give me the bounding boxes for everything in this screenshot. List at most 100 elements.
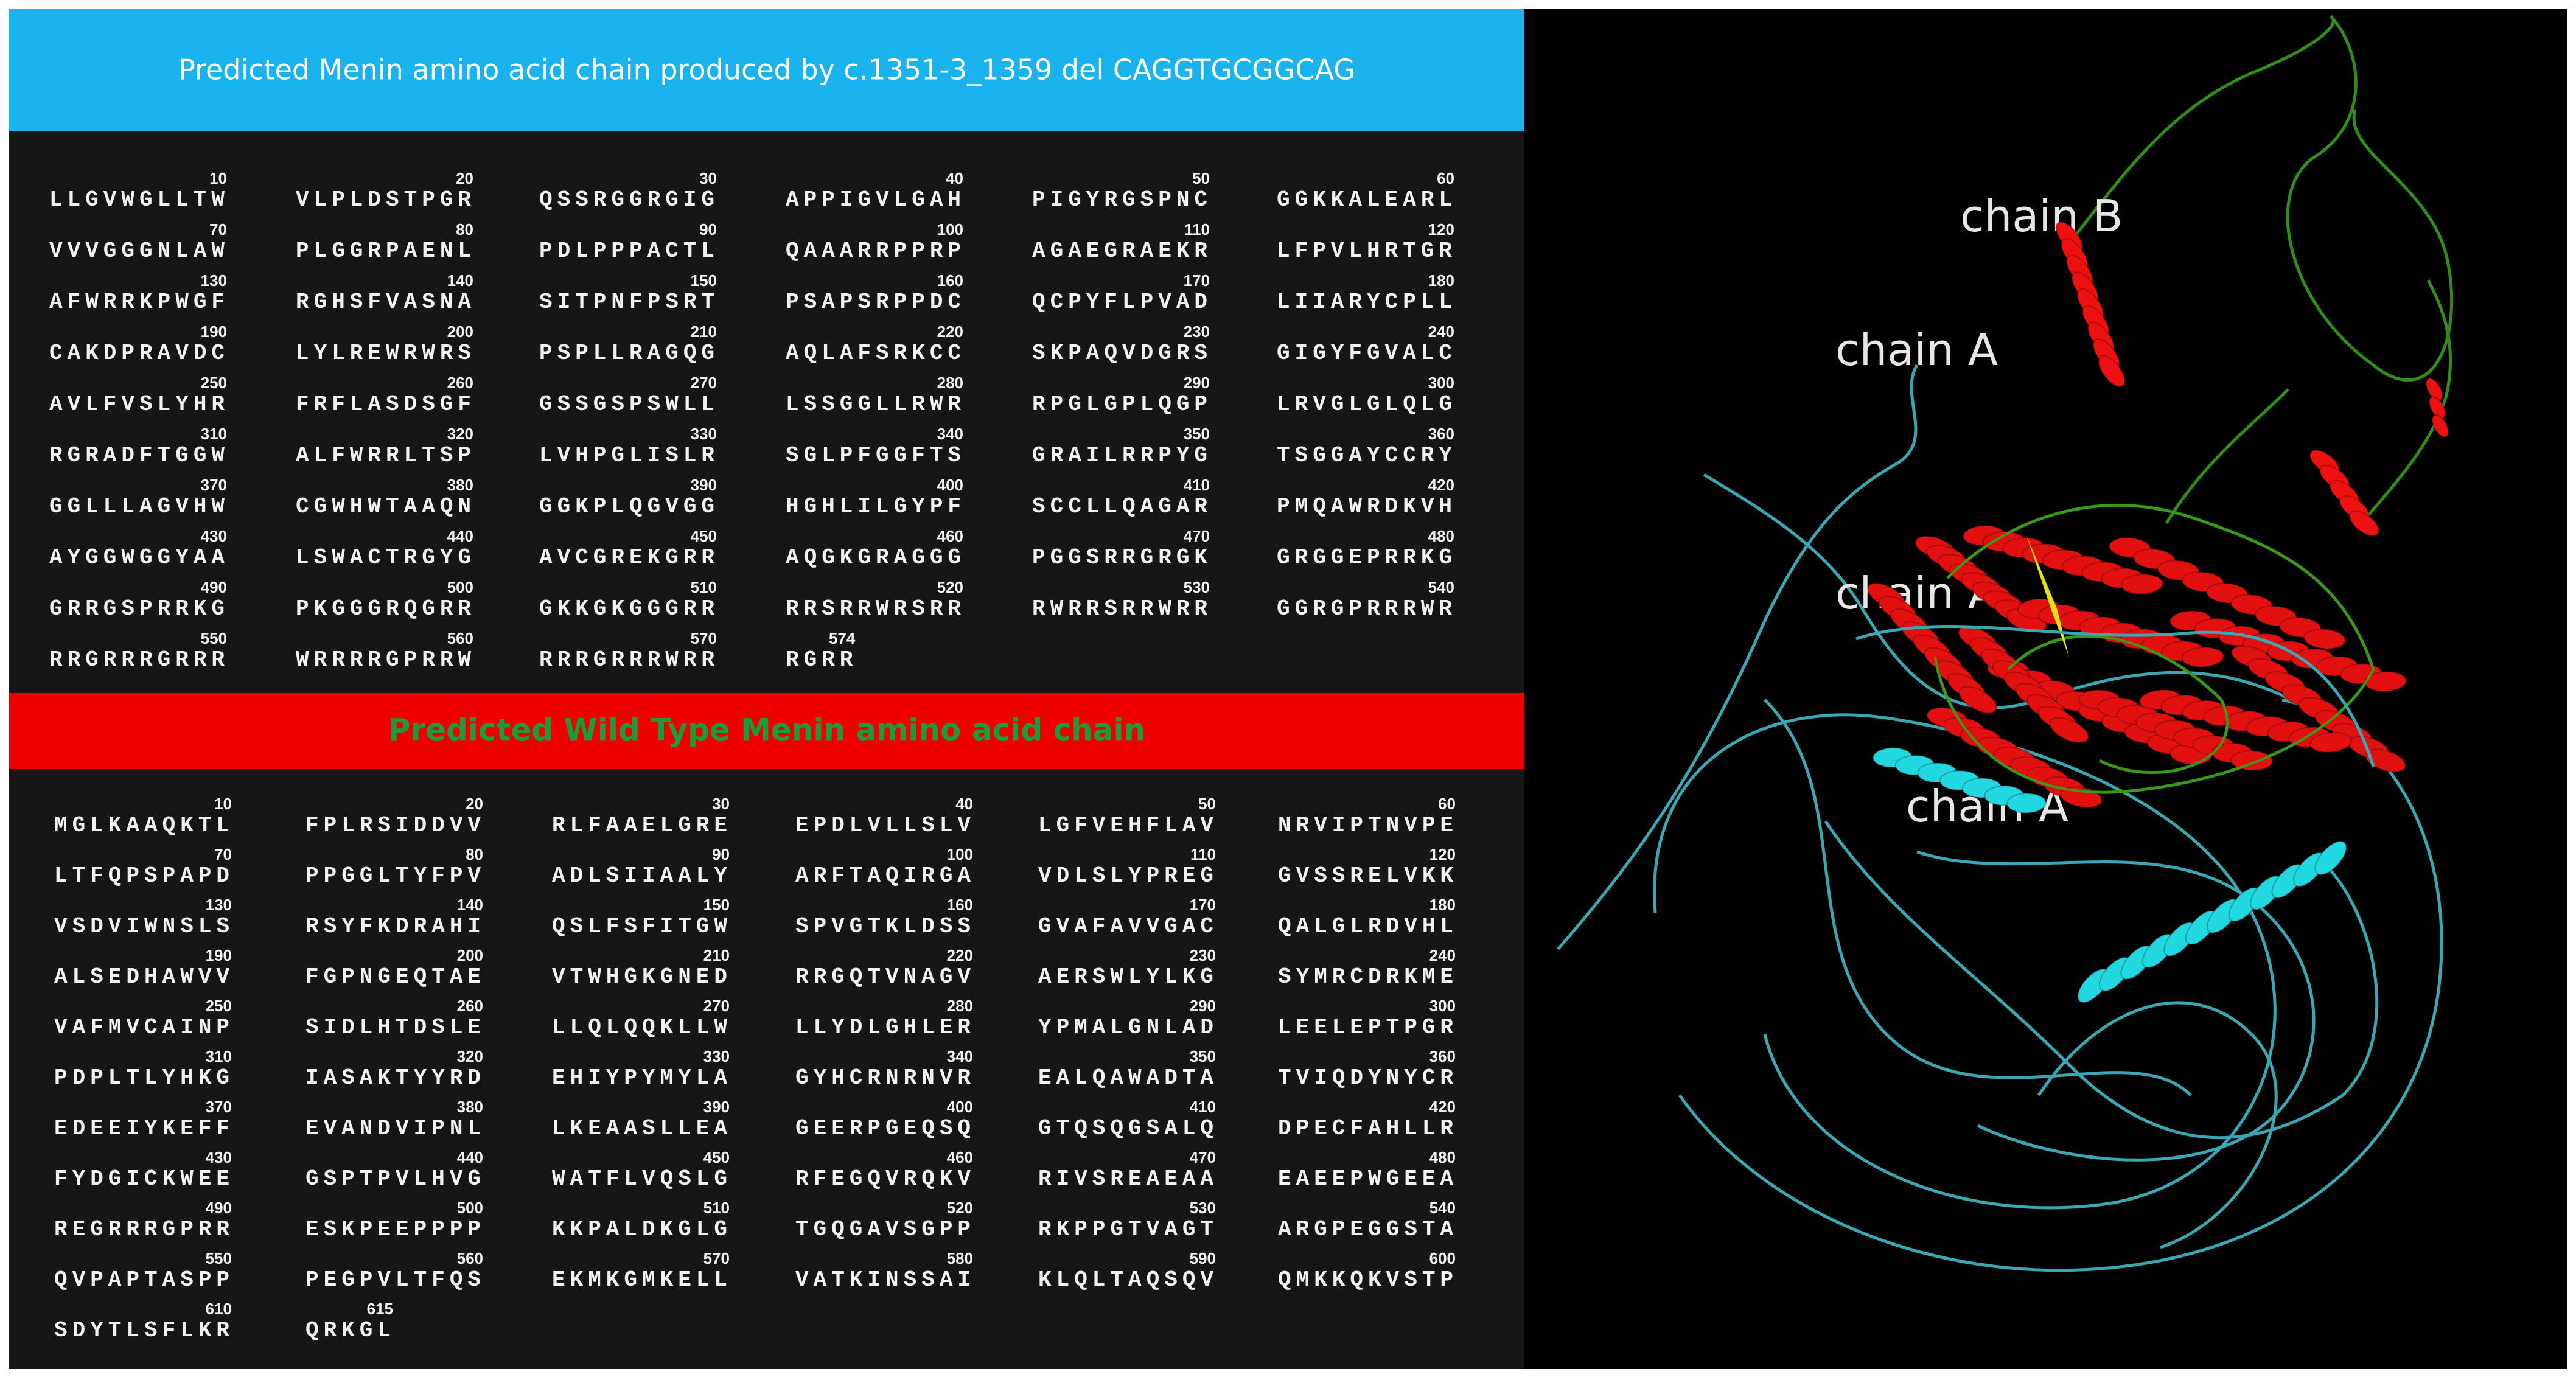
sequence-group: VSDVIWNSLS: [54, 914, 234, 939]
sequence-group: AERSWLYLKG: [1038, 964, 1218, 989]
sequence-group: LYLREWRWRS: [296, 341, 476, 366]
residue-position: 220: [947, 946, 973, 964]
residue-position: 30: [712, 795, 730, 813]
residue-position: 540: [1428, 578, 1454, 596]
helix-turn: [2309, 731, 2352, 753]
sequence-group: IASAKTYYRD: [305, 1065, 486, 1090]
helix-turn: [2349, 510, 2379, 537]
sequences: LLGVWGLLTW10VLPLDSTPGR20QSSRGGRGIG30APPI…: [49, 169, 1458, 1343]
sequence-group: GGLLLAGVHW: [49, 494, 229, 519]
residue-position: 560: [447, 629, 473, 647]
residue-position: 380: [457, 1098, 483, 1116]
residue-position: 170: [1190, 896, 1216, 914]
sequence-group: RRGQTVNAGV: [795, 964, 976, 989]
sequence-group: YPMALGNLAD: [1038, 1015, 1218, 1040]
sequence-group: DPECFAHLLR: [1278, 1116, 1458, 1141]
residue-position: 90: [712, 845, 730, 863]
residue-position: 530: [1190, 1199, 1216, 1217]
sequence-group: FRFLASDSGF: [296, 392, 476, 417]
residue-position: 80: [456, 220, 473, 239]
sequence-group: RGRADFTGGW: [49, 443, 229, 468]
residue-position: 220: [937, 322, 963, 341]
residue-position: 330: [703, 1047, 730, 1065]
residue-position: 530: [1184, 578, 1210, 596]
sequence-group: RGHSFVASNA: [296, 290, 476, 315]
residue-position: 440: [457, 1148, 483, 1166]
sequence-group: GGKPLQGVGG: [539, 494, 719, 519]
sequence-group: EPDLVLLSLV: [795, 813, 976, 838]
helix-turn: [2182, 646, 2224, 668]
residue-position: 310: [206, 1047, 232, 1065]
residue-position: 160: [937, 271, 963, 290]
residue-position: 280: [947, 997, 973, 1015]
sequence-group: PSAPSRPPDC: [786, 290, 966, 315]
sequence-group: EAEEPWGEEA: [1278, 1166, 1458, 1191]
sequence-group: GRRGSPRRKG: [49, 596, 229, 621]
residue-position: 130: [206, 896, 232, 914]
residue-position: 410: [1184, 476, 1210, 494]
residue-position: 490: [201, 578, 227, 596]
residue-position: 230: [1190, 946, 1216, 964]
sequence-group: LKEAASLLEA: [552, 1116, 732, 1141]
sequence-group: TVIQDYNYCR: [1278, 1065, 1458, 1090]
sequence-group: SIDLHTDSLE: [305, 1015, 486, 1040]
residue-position: 180: [1428, 271, 1454, 290]
residue-position: 240: [1429, 946, 1456, 964]
sequence-group: SDYTLSFLKR: [54, 1318, 234, 1343]
helix-turn: [2230, 750, 2273, 772]
helix-turn: [2098, 355, 2126, 388]
sequence-group: ESKPEEPPPP: [305, 1217, 486, 1242]
residue-position: 110: [1184, 220, 1210, 239]
helix-turn: [2365, 748, 2406, 773]
sequence-group: GYHCRNRNVR: [795, 1065, 976, 1090]
sequence-group: LGFVEHFLAV: [1038, 813, 1218, 838]
residue-position: 200: [457, 946, 483, 964]
helix-turn: [2006, 792, 2047, 814]
residue-position: 60: [1438, 795, 1456, 813]
sequence-group: QRKGL: [305, 1318, 396, 1343]
residue-position: 420: [1429, 1098, 1456, 1116]
residue-position: 540: [1429, 1199, 1456, 1217]
sequence-panel: [9, 9, 1524, 1369]
sequence-group: PKGGGRQGRR: [296, 596, 476, 621]
cyan-chain-trace: [1855, 625, 2375, 767]
residue-position: 120: [1428, 220, 1454, 239]
sequence-group: RRGRRRGRRR: [49, 647, 229, 672]
cyan-chain-trace: [1916, 850, 2316, 1162]
sequence-group: EDEEIYKEFF: [54, 1116, 234, 1141]
sequence-group: PEGPVLTFQS: [305, 1267, 486, 1292]
residue-position: 130: [201, 271, 227, 290]
sequence-group: PLGGRPAENL: [296, 239, 476, 263]
sequence-group: WATFLVQSLG: [552, 1166, 732, 1191]
sequence-group: SGLPFGGFTS: [786, 443, 966, 468]
cyan-chain-trace: [1678, 698, 2443, 1272]
residue-position: 300: [1428, 374, 1454, 392]
residue-position: 450: [703, 1148, 730, 1166]
residue-position: 20: [456, 169, 473, 187]
residue-position: 210: [703, 946, 730, 964]
sequence-group: ALSEDHAWVV: [54, 964, 234, 989]
residue-position: 440: [447, 527, 473, 545]
residue-position: 50: [1192, 169, 1210, 187]
sequence-group: EALQAWADTA: [1038, 1065, 1218, 1090]
residue-position: 340: [947, 1047, 973, 1065]
residue-position: 290: [1184, 374, 1210, 392]
sequence-group: ADLSIIAALY: [552, 863, 732, 888]
sequence-group: AFWRRKPWGF: [49, 290, 229, 315]
residue-position: 550: [201, 629, 227, 647]
residue-position: 90: [699, 220, 717, 239]
sequence-group: PSPLLRAGQG: [539, 341, 719, 366]
sequence-group: WRRRRGPRRW: [296, 647, 476, 672]
residue-position: 580: [947, 1249, 973, 1267]
residue-position: 610: [206, 1300, 232, 1318]
residue-position: 570: [691, 629, 717, 647]
residue-position: 380: [447, 476, 473, 494]
sequence-group: RPGLGPLQGP: [1032, 392, 1212, 417]
residue-position: 330: [691, 425, 717, 443]
sequence-group: REGRRRGPRR: [54, 1217, 234, 1242]
sequence-group: LIIARYCPLL: [1277, 290, 1457, 315]
sequence-group: RWRRSRRWRR: [1032, 596, 1212, 621]
cyan-chain-trace: [2037, 1001, 2278, 1249]
sequence-group: GIGYFGVALC: [1277, 341, 1457, 366]
chain-label: chain A: [1835, 324, 1998, 375]
